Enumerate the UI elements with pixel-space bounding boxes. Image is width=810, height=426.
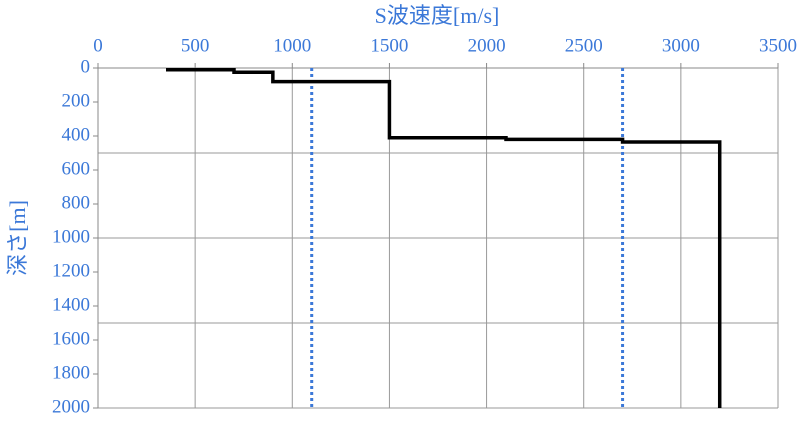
- y-axis-title: 深さ[m]: [5, 200, 30, 276]
- y-tick-label: 1600: [52, 328, 90, 349]
- x-tick-label: 0: [93, 35, 103, 56]
- data-line: [166, 67, 722, 408]
- y-tick-label: 2000: [52, 396, 90, 417]
- y-tick-label: 800: [62, 192, 91, 213]
- y-tick-label: 600: [62, 158, 91, 179]
- y-tick-label: 0: [81, 56, 91, 77]
- x-tick-label: 2500: [565, 35, 603, 56]
- x-tick-label: 3500: [759, 35, 797, 56]
- y-tick-label: 1000: [52, 226, 90, 247]
- x-tick-label: 3000: [662, 35, 700, 56]
- x-tick-label: 500: [181, 35, 210, 56]
- x-tick-label: 1000: [273, 35, 311, 56]
- y-tick-label: 1200: [52, 260, 90, 281]
- y-tick-label: 1800: [52, 362, 90, 383]
- y-tick-label: 400: [62, 124, 91, 145]
- y-tick-label: 1400: [52, 294, 90, 315]
- x-tick-label: 1500: [370, 35, 408, 56]
- x-tick-label: 2000: [468, 35, 506, 56]
- y-tick-label: 200: [62, 90, 91, 111]
- x-axis-title: S波速度[m/s]: [375, 3, 500, 28]
